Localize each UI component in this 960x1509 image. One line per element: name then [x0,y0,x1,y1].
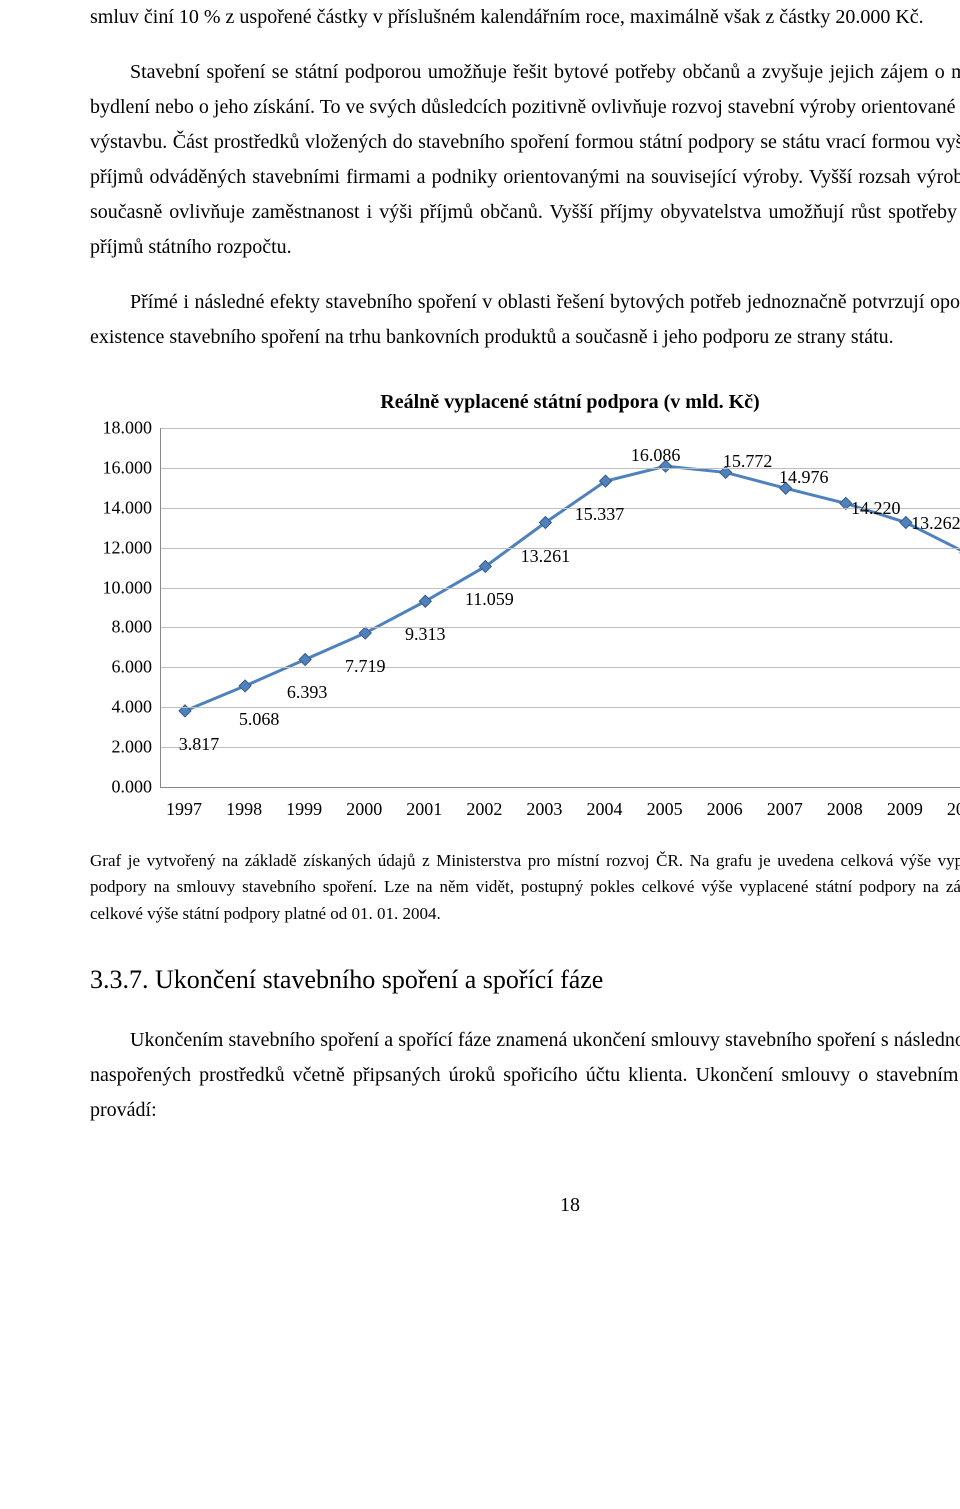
gridline [161,468,960,469]
x-tick-label: 1999 [286,794,322,826]
paragraph-2: Stavební spoření se státní podporou umož… [90,55,960,265]
x-tick-label: 2010 [947,794,960,826]
data-point-label: 11.059 [465,584,514,616]
y-tick-label: 16.000 [90,452,152,484]
y-tick-label: 0.000 [90,771,152,803]
section-number: 3.3.7. [90,965,149,994]
chart-svg [161,428,960,787]
y-tick-label: 10.000 [90,572,152,604]
chart-caption: Graf je vytvořený na základě získaných ú… [90,848,960,927]
y-tick-label: 14.000 [90,492,152,524]
data-point-label: 14.220 [851,493,901,525]
y-tick-label: 6.000 [90,652,152,684]
x-tick-label: 2005 [647,794,683,826]
data-point-label: 6.393 [287,677,328,709]
gridline [161,667,960,668]
data-point-label: 13.261 [521,541,571,573]
data-point-label: 3.817 [179,729,220,761]
gridline [161,707,960,708]
chart-container: 0.000 2.000 4.000 6.000 8.000 10.000 12.000 14.… [90,428,960,828]
y-tick-label: 8.000 [90,612,152,644]
y-tick-label: 4.000 [90,691,152,723]
y-tick-label: 12.000 [90,532,152,564]
gridline [161,588,960,589]
data-point-label: 13.262 [911,508,960,540]
y-tick-label: 2.000 [90,731,152,763]
gridline [161,508,960,509]
y-axis: 0.0002.0004.0006.0008.00010.00012.00014.… [90,428,160,788]
x-tick-label: 2009 [887,794,923,826]
data-point-label: 9.313 [405,619,446,651]
x-tick-label: 1998 [226,794,262,826]
x-tick-label: 2000 [346,794,382,826]
data-point-label: 15.772 [723,446,773,478]
x-tick-label: 1997 [166,794,202,826]
x-tick-label: 2002 [466,794,502,826]
page-number: 18 [90,1188,960,1223]
paragraph-4: Ukončením stavebního spoření a spořící f… [90,1023,960,1128]
x-tick-label: 2008 [827,794,863,826]
x-tick-label: 2001 [406,794,442,826]
x-axis: 1997 1998 1999 2000 2001 2002 2003 2004 2005 2006… [160,788,960,828]
paragraph-1: smluv činí 10 % z uspořené částky v přís… [90,0,960,35]
section-heading: 3.3.7. Ukončení stavebního spoření a spo… [90,957,960,1003]
x-tick-label: 2004 [587,794,623,826]
data-point-label: 14.976 [779,462,829,494]
data-point-label: 7.719 [345,651,386,683]
section-title: Ukončení stavebního spoření a spořící fá… [155,965,603,994]
x-tick-label: 2007 [767,794,803,826]
gridline [161,627,960,628]
data-point-label: 16.086 [631,440,681,472]
chart-plot: 3.8175.0686.3937.7199.31311.05913.26115.… [160,428,960,788]
gridline [161,428,960,429]
x-tick-label: 2003 [526,794,562,826]
gridline [161,747,960,748]
x-tick-label: 2006 [707,794,743,826]
y-tick-label: 18.000 [90,412,152,444]
chart-title: Reálně vyplacené státní podpora (v mld. … [90,385,960,420]
data-point-label: 15.337 [575,499,625,531]
data-point-label: 5.068 [239,704,280,736]
paragraph-3: Přímé i následné efekty stavebního spoře… [90,285,960,355]
